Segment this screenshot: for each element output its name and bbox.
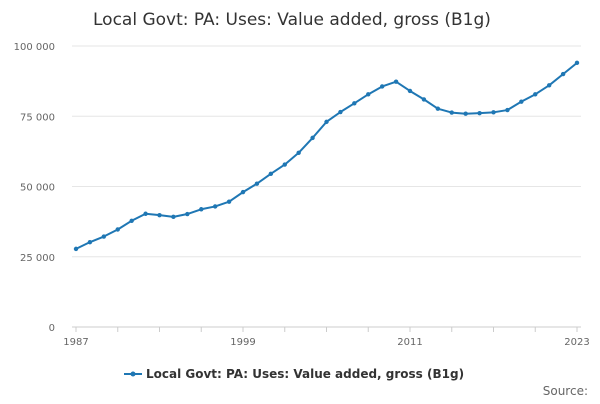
data-point[interactable] bbox=[101, 234, 107, 239]
data-point[interactable] bbox=[143, 211, 148, 216]
series-group bbox=[73, 60, 580, 252]
x-tick-label: 1999 bbox=[230, 337, 255, 348]
series-line bbox=[75, 62, 578, 250]
data-point[interactable] bbox=[352, 101, 357, 106]
data-point[interactable] bbox=[310, 135, 315, 141]
source-label: Source: bbox=[543, 384, 588, 398]
data-point[interactable] bbox=[87, 239, 93, 245]
data-point[interactable] bbox=[463, 111, 468, 116]
x-tick-label: 2023 bbox=[564, 337, 589, 348]
x-tick-label: 1987 bbox=[63, 337, 88, 348]
chart-title: Local Govt: PA: Uses: Value added, gross… bbox=[93, 10, 491, 30]
data-point[interactable] bbox=[157, 212, 162, 218]
data-point[interactable] bbox=[477, 110, 482, 116]
data-point[interactable] bbox=[240, 189, 246, 195]
y-axis: 0 25 000 50 000 75 000 100 000 bbox=[14, 42, 55, 334]
x-tick-label: 2011 bbox=[397, 337, 422, 348]
x-axis: 1987 1999 2011 2023 bbox=[63, 326, 590, 348]
data-point[interactable] bbox=[407, 88, 413, 94]
data-point[interactable] bbox=[338, 109, 343, 115]
data-point[interactable] bbox=[421, 97, 427, 102]
y-tick-label: 25 000 bbox=[20, 253, 55, 264]
data-point[interactable] bbox=[73, 246, 79, 252]
data-point[interactable] bbox=[199, 207, 204, 212]
data-point[interactable] bbox=[296, 150, 301, 155]
data-point[interactable] bbox=[129, 218, 134, 223]
data-point[interactable] bbox=[379, 84, 385, 89]
data-point[interactable] bbox=[268, 171, 274, 177]
legend-marker-icon bbox=[130, 371, 136, 377]
data-point[interactable] bbox=[366, 92, 371, 97]
data-point[interactable] bbox=[505, 107, 510, 113]
data-point[interactable] bbox=[574, 60, 580, 66]
data-point[interactable] bbox=[212, 204, 218, 209]
y-tick-label: 100 000 bbox=[14, 42, 55, 53]
data-point[interactable] bbox=[546, 83, 552, 88]
y-tick-label: 75 000 bbox=[20, 112, 55, 123]
data-point[interactable] bbox=[185, 211, 190, 217]
data-point[interactable] bbox=[324, 119, 329, 125]
data-point[interactable] bbox=[533, 92, 538, 97]
data-point[interactable] bbox=[226, 199, 232, 204]
data-point[interactable] bbox=[282, 162, 287, 167]
legend[interactable]: Local Govt: PA: Uses: Value added, gross… bbox=[124, 367, 464, 381]
legend-label: Local Govt: PA: Uses: Value added, gross… bbox=[146, 367, 464, 381]
data-point[interactable] bbox=[115, 227, 120, 232]
grid-lines bbox=[72, 45, 581, 258]
data-point[interactable] bbox=[519, 99, 524, 104]
y-tick-label: 50 000 bbox=[20, 183, 55, 194]
data-point[interactable] bbox=[254, 181, 260, 186]
data-point[interactable] bbox=[449, 110, 454, 115]
data-point[interactable] bbox=[435, 106, 441, 111]
y-tick-label: 0 bbox=[49, 323, 55, 334]
data-point[interactable] bbox=[560, 71, 566, 77]
data-point[interactable] bbox=[491, 110, 496, 115]
data-point[interactable] bbox=[393, 79, 399, 84]
data-point[interactable] bbox=[171, 214, 176, 220]
